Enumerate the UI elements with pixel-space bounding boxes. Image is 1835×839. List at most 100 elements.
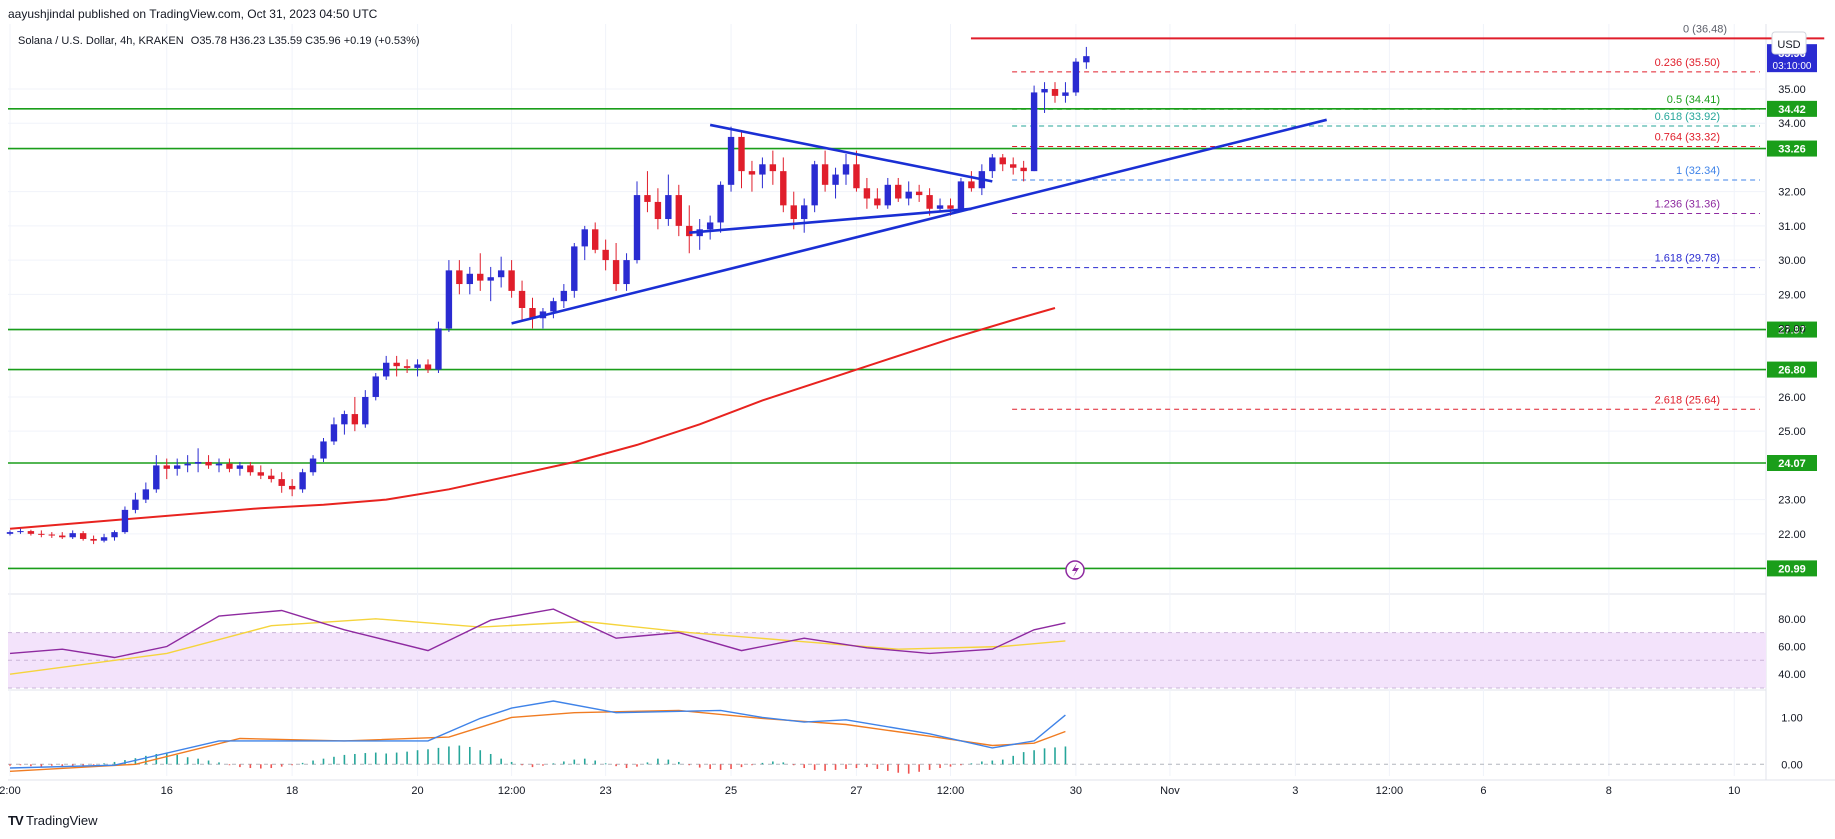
candle-body (665, 195, 672, 220)
high-value: 36.23 (237, 35, 266, 47)
trendlines[interactable] (511, 118, 1328, 325)
fib-level-label: 0.236 (35.50) (1655, 57, 1720, 69)
macd-histogram-bar (740, 764, 743, 768)
macd-histogram-bar (322, 758, 325, 765)
price-tick-label: 32.00 (1778, 187, 1806, 199)
price-tick-label: 22.00 (1778, 529, 1806, 541)
candle-body (1062, 92, 1069, 96)
macd-histogram-bar (615, 764, 617, 767)
macd-histogram-bar (855, 764, 858, 769)
macd-histogram-bar (30, 764, 32, 767)
macd-histogram-bar (479, 750, 482, 765)
support-levels: 34.42 33.26 27.97 26.80 24.07 20.99 (8, 100, 1817, 577)
trendline[interactable] (709, 123, 993, 183)
macd-histogram-bar (61, 764, 64, 768)
candle-body (477, 273, 484, 281)
macd-histogram-bar (761, 762, 764, 765)
tradingview-brand[interactable]: TV TradingView (8, 813, 98, 828)
candle-body (811, 164, 818, 206)
time-axis[interactable]: 2:00 16 18 20 12:00 23 25 27 12:00 30 Nov 3 12:00 6 8 1… (0, 785, 1740, 797)
candle-body (257, 472, 264, 476)
macd-histogram-bar (981, 761, 983, 765)
time-tick-label: 25 (725, 785, 737, 797)
fib-level-label: 1.236 (31.36) (1655, 199, 1720, 211)
candle-body (874, 198, 881, 206)
candle-body (6, 532, 14, 534)
candle-body (17, 531, 24, 533)
price-pane-bg (8, 24, 1766, 592)
candle-body (393, 362, 400, 367)
macd-histogram-bar (354, 753, 356, 765)
macd-pane: 0.00 1.00 (8, 700, 1803, 774)
time-tick-label: 8 (1606, 785, 1612, 797)
candle-body (581, 229, 588, 247)
macd-histogram-bar (113, 761, 116, 765)
macd-histogram-bar (583, 758, 586, 765)
candle-body (1051, 89, 1059, 96)
fib-retracement[interactable]: 0 (36.48) 0.236 (35.50) 0.5 (34.41) 0.618 (… (970, 23, 1825, 410)
time-tick-label: 16 (161, 785, 173, 797)
rsi-pane: 40.00 60.00 80.00 (8, 608, 1806, 689)
support-level-label: 34.42 (1778, 104, 1806, 116)
macd-histogram-bar (301, 762, 304, 765)
macd-histogram-bar (928, 764, 931, 770)
support-level-badge (1767, 455, 1817, 472)
support-level-label: 24.07 (1778, 458, 1806, 470)
currency-box[interactable] (1771, 31, 1807, 55)
candle-body (435, 328, 442, 370)
ohlc-legend[interactable]: Solana / U.S. Dollar, 4h, KRAKEN O35.78 … (18, 35, 420, 47)
macd-histogram-bar (573, 759, 576, 765)
support-level-badge (1767, 361, 1817, 378)
macd-histogram-bar (364, 753, 367, 765)
candle-body (915, 191, 923, 196)
trendline[interactable] (689, 207, 972, 235)
macd-histogram-bar (970, 763, 973, 765)
alert-icon[interactable] (1065, 560, 1085, 580)
candle-body (780, 171, 787, 206)
macd-histogram-bar (887, 764, 889, 771)
candle-body (247, 465, 254, 473)
macd-histogram-bar (416, 750, 419, 765)
macd-histogram-bar (385, 753, 387, 765)
candle-body (853, 164, 860, 189)
low-value: 35.59 (274, 35, 303, 47)
candle-body (215, 463, 223, 466)
candle-body (309, 458, 317, 473)
macd-histogram-bar (594, 760, 596, 765)
candle-body (497, 270, 505, 278)
candle-body (268, 475, 275, 480)
price-tick-label: 29.00 (1778, 289, 1806, 301)
price-tick-label: 35.00 (1778, 84, 1806, 96)
macd-histogram-bar (782, 762, 785, 765)
candle-body (132, 499, 139, 510)
macd-histogram-bar (1001, 759, 1004, 765)
macd-histogram-bar (249, 764, 252, 769)
candle-body (759, 164, 766, 175)
macd-histogram-bar (40, 764, 43, 767)
macd-histogram-bar (427, 749, 429, 765)
candle-body (487, 277, 494, 281)
candle-body (748, 171, 756, 175)
change-value: +0.19 (+0.53%) (343, 35, 420, 47)
candle-body (706, 222, 714, 230)
macd-histogram-bar (186, 757, 189, 765)
ema-path (9, 307, 1056, 530)
macd-histogram-bar (803, 764, 805, 769)
macd-histogram-bar (688, 764, 691, 766)
candle-body (623, 260, 630, 285)
candle-body (602, 249, 609, 261)
time-tick-label: 10 (1728, 785, 1740, 797)
time-tick-label: 12:00 (937, 785, 965, 797)
candle-body (727, 136, 735, 185)
candle-body (341, 414, 348, 425)
macd-histogram-bar (563, 761, 565, 765)
close-value: 35.96 (313, 35, 341, 47)
macd-histogram-bar (907, 764, 910, 774)
time-tick-label: 2:00 (0, 785, 21, 797)
rsi-tick-label: 60.00 (1778, 641, 1806, 653)
candle-body (560, 290, 568, 302)
macd-histogram-bar (813, 764, 816, 770)
trendline[interactable] (511, 118, 1328, 325)
macd-histogram-bar (552, 763, 555, 765)
